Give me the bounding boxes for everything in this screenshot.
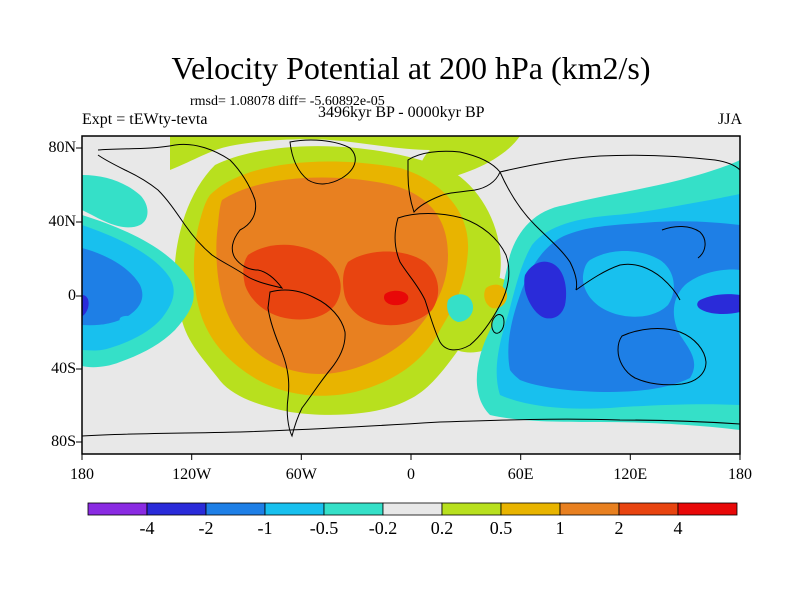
- positive-very-strong-region-east: [343, 251, 439, 326]
- colorbar-label: 1: [555, 518, 565, 538]
- x-label-0: 0: [407, 466, 415, 483]
- colorbar-label: 0.2: [430, 518, 454, 538]
- negative-hole-east: [582, 251, 674, 317]
- negative-weak-region-west: [82, 175, 148, 228]
- coast-madagascar: [491, 314, 505, 334]
- colorbar-swatch: [559, 502, 620, 516]
- negative-core-east-pacific: [697, 294, 740, 315]
- x-label-180w: 180: [70, 466, 94, 483]
- colorbar-label: 2: [614, 518, 624, 538]
- contour-fill-layer: [82, 136, 740, 454]
- colorbar-swatch: [264, 502, 325, 516]
- colorbar-label: -0.2: [368, 518, 398, 538]
- coast-europe: [407, 150, 501, 213]
- y-label-80n: 80N: [48, 139, 76, 156]
- colorbar-swatch: [323, 502, 384, 516]
- y-label-80s: 80S: [51, 433, 76, 450]
- y-label-equator: 0: [68, 287, 76, 304]
- plot-title: Velocity Potential at 200 hPa (km2/s): [171, 50, 651, 86]
- colorbar-swatch: [146, 502, 207, 516]
- negative-pocket-africa: [447, 294, 474, 322]
- axis-ticks: [76, 147, 741, 460]
- coast-africa: [394, 213, 510, 351]
- colorbar-label: -4: [139, 518, 155, 538]
- x-label-120w: 120W: [172, 466, 212, 483]
- coast-australia: [617, 328, 707, 386]
- neutral-arctic-strip: [520, 136, 740, 169]
- x-label-120e: 120E: [613, 466, 648, 483]
- coast-asia: [499, 154, 740, 301]
- colorbar-swatch: [441, 502, 502, 516]
- colorbar-swatch: [618, 502, 679, 516]
- y-label-40s: 40S: [51, 360, 76, 377]
- colorbar: [87, 502, 738, 516]
- colorbar-swatch: [500, 502, 561, 516]
- neutral-south-strip: [82, 410, 480, 454]
- positive-very-strong-region-west: [243, 244, 341, 320]
- negative-patch-east-small: [712, 369, 739, 384]
- colorbar-swatch: [87, 502, 148, 516]
- negative-core-west: [82, 295, 89, 316]
- y-label-40n: 40N: [48, 213, 76, 230]
- experiment-label: Expt = tEWty-tevta: [82, 111, 208, 128]
- colorbar-swatch: [205, 502, 266, 516]
- time-period-label: 3496kyr BP - 0000kyr BP: [318, 104, 485, 121]
- negative-hole-west: [119, 315, 138, 331]
- coastlines: [82, 139, 740, 438]
- colorbar-label: 4: [673, 518, 683, 538]
- rmsd-diff-stats: rmsd= 1.08078 diff= -5.60892e-05: [190, 94, 385, 109]
- coast-greenland: [289, 139, 356, 185]
- colorbar-label: -1: [257, 518, 273, 538]
- x-label-60w: 60W: [285, 466, 317, 483]
- season-label: JJA: [717, 111, 742, 128]
- x-label-180e: 180: [728, 466, 752, 483]
- positive-max-core: [383, 290, 409, 306]
- negative-region-west-b: [82, 248, 143, 326]
- colorbar-swatch: [382, 502, 443, 516]
- colorbar-label: -0.5: [309, 518, 339, 538]
- coast-south-america: [267, 289, 346, 438]
- colorbar-swatch: [677, 502, 738, 516]
- coast-north-america: [97, 143, 284, 289]
- x-label-60e: 60E: [507, 466, 534, 483]
- colorbar-label: -2: [198, 518, 214, 538]
- coast-antarctica: [82, 418, 740, 437]
- negative-core-east-indian: [524, 261, 567, 319]
- colorbar-label: 0.5: [489, 518, 513, 538]
